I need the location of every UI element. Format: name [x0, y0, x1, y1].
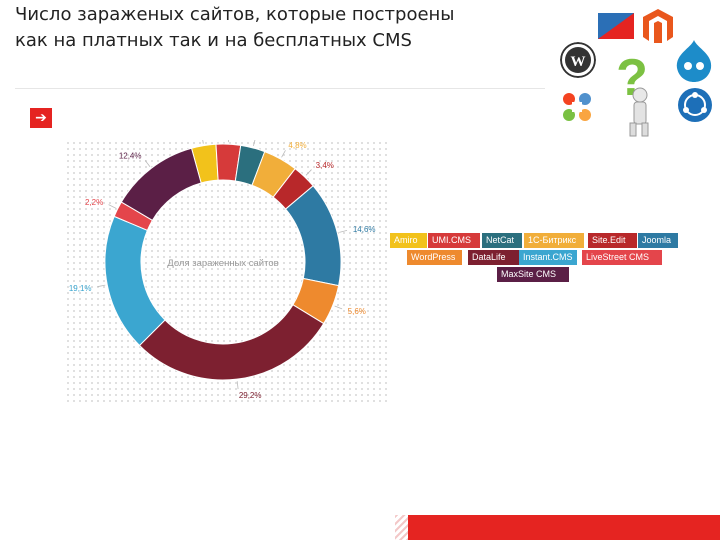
- legend-item: Joomla: [638, 233, 678, 248]
- bitrix-logo-icon: [598, 13, 634, 39]
- slice-value-label: 4,8%: [288, 141, 306, 150]
- slice-value-label: 3,4%: [316, 161, 334, 170]
- drupal-logo-icon: [676, 40, 712, 82]
- legend-item: LiveStreet CMS: [582, 250, 662, 265]
- slice-leader-line: [339, 229, 348, 233]
- legend-item: Site.Edit: [588, 233, 637, 248]
- slice-value-label: 29,2%: [239, 391, 262, 400]
- legend-item: DataLife: [468, 250, 523, 265]
- legend-item: NetCat: [482, 233, 522, 248]
- slice-value-label: 2,2%: [85, 198, 103, 207]
- cms-logo-icon: [678, 88, 712, 122]
- slice-leader-line: [108, 204, 116, 209]
- slice-leader-line: [281, 150, 286, 158]
- legend-item: Instant.CMS: [519, 250, 577, 265]
- slice-value-label: 14,6%: [353, 225, 376, 234]
- arrow-right-icon: ➔: [30, 108, 52, 128]
- slice-leader-line: [236, 381, 239, 390]
- footer-red-band: [408, 515, 720, 540]
- slice-leader-line: [334, 305, 343, 310]
- legend-item: WordPress: [407, 250, 462, 265]
- slice-value-label: 5,6%: [348, 307, 366, 316]
- magento-logo-icon: [643, 9, 673, 43]
- donut-chart: 3,4%3,4%3,4%4,8%3,4%14,6%5,6%29,2%19,1%2…: [65, 140, 387, 405]
- legend-item: Amiro: [390, 233, 427, 248]
- legend-item: UMI.CMS: [428, 233, 480, 248]
- cms-logos-cluster: W ?: [555, 5, 720, 140]
- legend-item: 1С-Битрикс: [524, 233, 584, 248]
- wordpress-logo-icon: W: [560, 42, 596, 78]
- joomla-logo-icon: [563, 93, 591, 121]
- slice-leader-line: [97, 284, 106, 288]
- title-divider: [15, 88, 545, 89]
- slice-value-label: 19,1%: [69, 284, 92, 293]
- slide-title: Число зараженых сайтов, которые построен…: [15, 4, 455, 51]
- donut-slice-datalife: [138, 304, 325, 381]
- footer-bar: [0, 515, 720, 540]
- donut-slice-instant-cms: [104, 215, 166, 347]
- donut-center-label: Доля зараженных сайтов: [167, 258, 278, 269]
- slice-leader-line: [253, 140, 256, 147]
- slice-leader-line: [144, 160, 151, 167]
- question-person-icon: ?: [616, 50, 649, 137]
- legend-item: MaxSite CMS: [497, 267, 569, 282]
- slice-leader-line: [305, 169, 312, 176]
- svg-text:W: W: [571, 54, 586, 70]
- slice-leader-line: [202, 140, 204, 144]
- donut-slice-maxsite-cms: [120, 147, 202, 222]
- donut-chart-svg: 3,4%3,4%3,4%4,8%3,4%14,6%5,6%29,2%19,1%2…: [69, 140, 376, 400]
- slice-value-label: 12,4%: [119, 152, 142, 161]
